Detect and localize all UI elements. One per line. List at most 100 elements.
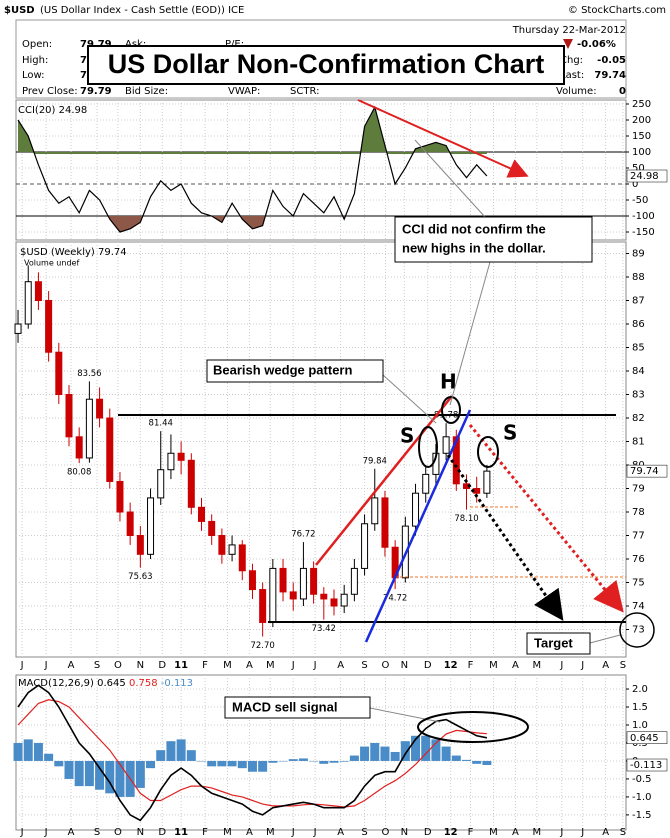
x-tick-label: A: [512, 660, 519, 671]
callout-pointer: [382, 374, 437, 424]
point-label-bg: [126, 571, 155, 582]
histogram-bar: [135, 760, 145, 788]
x-tick-label: O: [114, 660, 122, 671]
point-label-bg: [309, 623, 338, 634]
sctr-label: SCTR:: [290, 86, 319, 97]
candle-body: [167, 452, 175, 471]
shoulder-label: S: [400, 424, 414, 448]
x-tick-label: O: [382, 827, 390, 838]
x-tick-label: J: [20, 827, 24, 838]
histogram-bar: [461, 759, 471, 761]
y-tick-label: -100: [632, 211, 655, 222]
candle-body: [96, 398, 104, 419]
x-tick-label: N: [137, 660, 144, 671]
x-tick-label: D: [424, 660, 432, 671]
pe-label: P/E:: [225, 39, 244, 50]
x-tick-label: M: [532, 660, 541, 671]
candle-body: [106, 417, 114, 482]
bid-size-label: Bid Size:: [125, 86, 168, 97]
histogram-bar: [247, 760, 257, 772]
histogram-bar: [431, 739, 441, 761]
point-label-bg: [65, 467, 94, 478]
point-label: 74.72: [383, 594, 407, 604]
candle-body: [75, 436, 83, 459]
y-tick-label: 200: [632, 115, 651, 126]
cci-oversold-fill: [18, 216, 487, 232]
x-tick-label: A: [602, 660, 609, 671]
macd-line: [17, 684, 488, 822]
x-tick-label: J: [559, 827, 563, 838]
candle-body: [55, 351, 63, 396]
data-layer: 24.98 83.56 80.08 75.63 81.44 72.70 76.72 73.42…: [13, 105, 668, 822]
histogram-bar: [237, 760, 247, 769]
candle-body: [310, 567, 318, 595]
candle-body: [371, 497, 379, 525]
histogram-bar: [360, 746, 370, 761]
x-tick-label: M: [266, 827, 275, 838]
cci-title: CCI(20): [18, 105, 56, 116]
x-tick-label: 12: [444, 827, 458, 838]
x-tick-label: N: [401, 827, 408, 838]
x-tick-label: O: [382, 660, 390, 671]
y-tick-label: 100: [632, 147, 651, 158]
symbol: $USD: [4, 5, 35, 16]
y-tick-label: -1.5: [632, 810, 652, 821]
candle-body: [65, 394, 73, 438]
macd-legend: MACD(12,26,9) 0.645 0.758 -0.113: [18, 678, 193, 689]
value-badge: [626, 169, 668, 183]
candle-body: [279, 567, 287, 593]
candle-body: [320, 593, 328, 600]
x-tick-label: S: [361, 827, 367, 838]
callout-box: [206, 359, 384, 383]
point-label: 78.10: [454, 514, 478, 524]
x-tick-label: M: [489, 660, 498, 671]
histogram-bar: [370, 742, 380, 761]
histogram-bar: [44, 753, 54, 761]
candle-body: [412, 492, 420, 527]
point-label-bg: [452, 513, 481, 524]
candle-body: [228, 544, 236, 555]
y-tick-label: -150: [632, 227, 655, 238]
callout-pointer: [369, 707, 441, 723]
y-tick-label: 83: [632, 390, 645, 401]
histogram-bar: [482, 760, 492, 766]
callout-pointer: [449, 261, 491, 406]
candle-body: [177, 452, 185, 461]
cci-legend: CCI(20) 24.98: [18, 105, 87, 116]
value-badge-label: 24.98: [630, 171, 659, 182]
x-tick-label: N: [401, 660, 408, 671]
x-tick-label: J: [291, 827, 295, 838]
last-label: Last:: [560, 70, 584, 81]
x-tick-label: A: [337, 827, 344, 838]
target-circle: [619, 612, 655, 648]
y-tick-label: 79: [632, 484, 645, 495]
high-value: 7: [80, 55, 87, 66]
cci-note: new highs in the dollar.: [402, 240, 546, 255]
y-tick-label: 1.0: [632, 720, 648, 731]
x-tick-label: A: [337, 660, 344, 671]
y-tick-label: -50: [632, 195, 648, 206]
histogram-bar: [146, 760, 156, 769]
x-tick-label: S: [94, 660, 100, 671]
histogram-bar: [268, 760, 278, 763]
x-tick-label: J: [313, 827, 317, 838]
open-label: Open:: [22, 39, 52, 50]
y-tick-label: 82: [632, 413, 645, 424]
last-value: 79.74: [594, 70, 626, 81]
chg-label: Chg:: [560, 55, 583, 66]
point-label-bg: [248, 640, 277, 651]
candle-body: [259, 589, 267, 623]
point-label-bg: [146, 418, 175, 429]
value-badge-label: 0.645: [630, 733, 659, 744]
shoulder-ellipse: [418, 426, 438, 468]
y-tick-label: 84: [632, 366, 645, 377]
x-tick-label: A: [246, 660, 253, 671]
histogram-bar: [217, 760, 227, 767]
candle-body: [45, 300, 53, 353]
histogram-bar: [186, 750, 196, 761]
histogram-bar: [64, 760, 74, 779]
y-tick-label: 74: [632, 601, 645, 612]
histogram-bar: [74, 760, 84, 787]
histogram-bar: [23, 739, 33, 761]
